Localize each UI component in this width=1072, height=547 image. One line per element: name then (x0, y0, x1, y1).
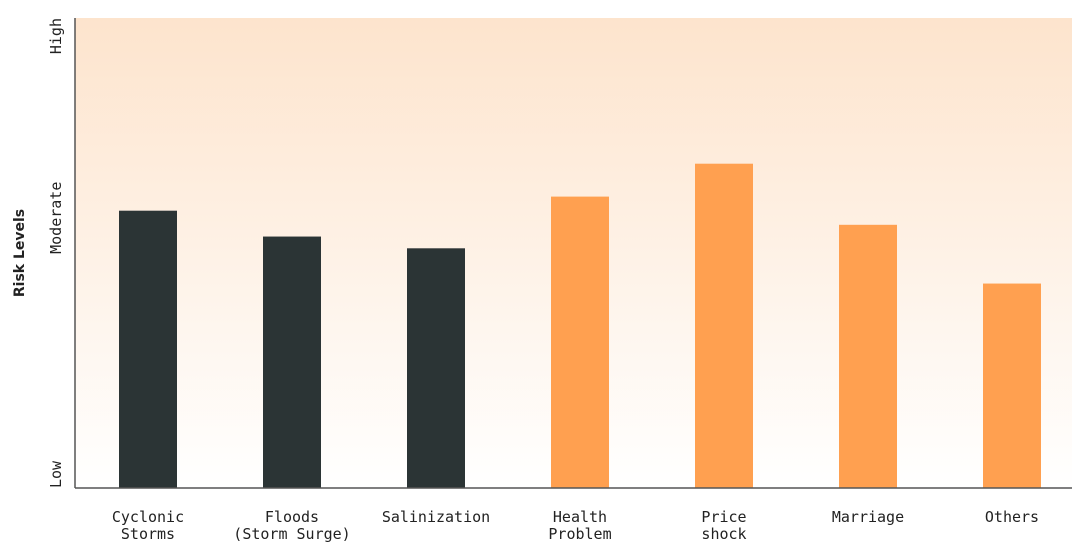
bar-0 (119, 210, 177, 488)
x-category-label-2: Salinization (382, 508, 490, 526)
x-category-label-line: Marriage (832, 508, 904, 526)
y-tick-label-2: High (47, 18, 65, 54)
y-tick-label-0: Low (47, 460, 65, 488)
x-category-label-line: Salinization (382, 508, 490, 526)
y-tick-labels: Low Moderate High (47, 18, 65, 488)
y-tick-label-1: Moderate (47, 182, 65, 254)
x-category-label-3: Health Problem (548, 508, 611, 543)
bar-6 (983, 283, 1041, 488)
y-axis-title: Risk Levels (12, 209, 28, 297)
bars-group (119, 163, 1041, 489)
x-category-label-line: Floods (265, 508, 319, 526)
x-category-label-6: Others (985, 508, 1039, 526)
x-category-label-line: Price (701, 508, 746, 526)
x-category-label-1: Floods (Storm Surge) (233, 508, 350, 543)
bar-2 (407, 248, 465, 488)
x-category-label-line: Problem (548, 525, 611, 543)
x-category-label-5: Marriage (832, 508, 904, 526)
bar-4 (695, 163, 753, 488)
x-category-label-line: shock (701, 525, 746, 543)
x-category-label-line: Health (553, 508, 607, 526)
bar-5 (839, 224, 897, 489)
x-category-label-line: Others (985, 508, 1039, 526)
x-category-label-line: Cyclonic (112, 508, 184, 526)
x-category-labels: Cyclonic Storms Floods (Storm Surge) Saliniz… (112, 508, 1039, 543)
x-category-label-line: (Storm Surge) (233, 525, 350, 543)
x-category-label-4: Price shock (701, 508, 746, 543)
bar-1 (263, 236, 321, 488)
bar-3 (551, 196, 609, 488)
x-category-label-line: Storms (121, 525, 175, 543)
x-category-label-0: Cyclonic Storms (112, 508, 184, 543)
